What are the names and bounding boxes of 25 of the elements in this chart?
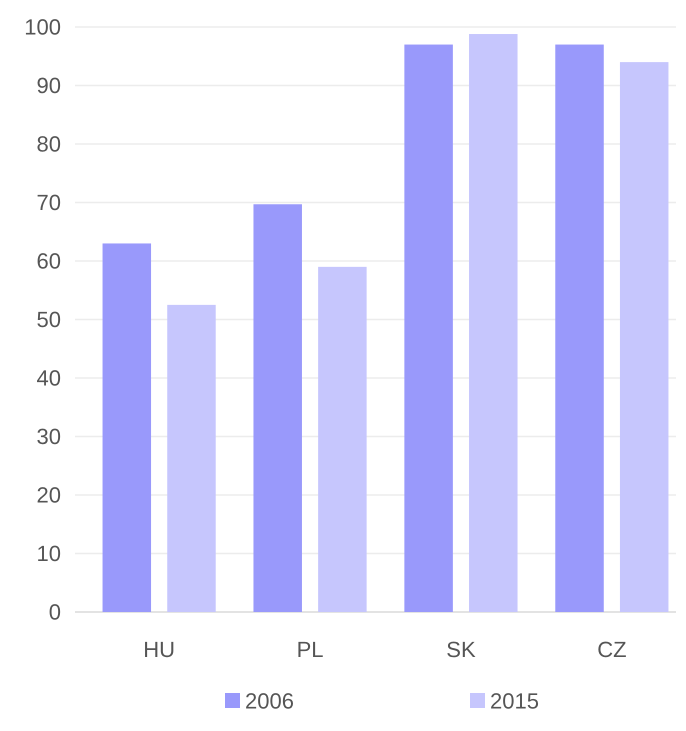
y-tick-label: 100 [24, 14, 61, 40]
legend-label: 2015 [490, 688, 539, 714]
x-tick-label: SK [446, 637, 476, 662]
bar [102, 243, 152, 612]
x-tick-label: HU [143, 637, 176, 662]
y-tick-label: 20 [36, 482, 61, 508]
y-tick-label: 30 [36, 424, 61, 450]
x-tick-label: CZ [597, 637, 627, 662]
y-tick-label: 0 [48, 600, 61, 625]
bar [253, 204, 302, 612]
bar [404, 44, 453, 612]
bar [167, 304, 216, 612]
legend-label: 2006 [245, 688, 294, 714]
x-tick-label: PL [296, 637, 324, 662]
y-tick-label: 10 [36, 541, 61, 566]
y-tick-label: 90 [36, 73, 61, 98]
y-tick-label: 50 [36, 307, 61, 332]
bar [469, 34, 518, 612]
bar [318, 266, 367, 612]
y-tick-label: 80 [36, 132, 61, 157]
bar [620, 62, 668, 612]
y-tick-label: 70 [36, 190, 61, 216]
bar [555, 44, 604, 612]
y-tick-label: 40 [36, 366, 61, 391]
y-tick-label: 60 [36, 248, 61, 274]
